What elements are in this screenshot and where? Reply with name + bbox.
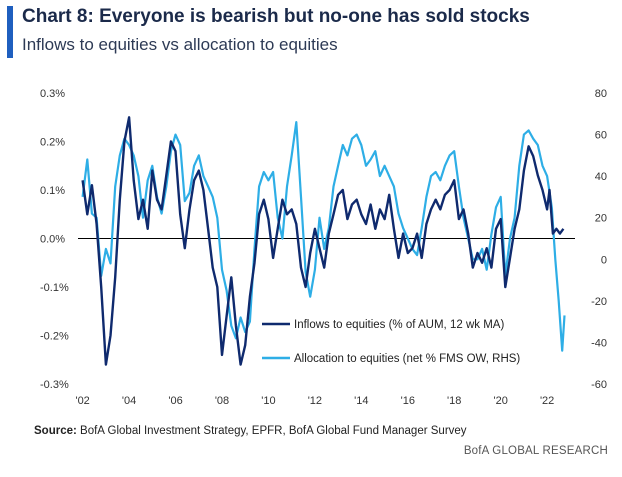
x-tick-label: '20	[494, 395, 508, 407]
x-tick-label: '02	[75, 395, 89, 407]
source-note: Source: BofA Global Investment Strategy,…	[34, 425, 467, 437]
x-tick-label: '10	[261, 395, 275, 407]
chart-title: Chart 8: Everyone is bearish but no-one …	[22, 6, 530, 27]
right-axis-ticks: 80 60 40 20 0 -20 -40 -60	[591, 88, 607, 391]
right-tick-label: 40	[595, 171, 607, 183]
title-accent-bar	[7, 6, 13, 58]
x-tick-label: '16	[401, 395, 415, 407]
right-tick-label: -40	[591, 337, 607, 349]
left-tick-label: 0.3%	[40, 88, 65, 100]
right-tick-label: -20	[591, 296, 607, 308]
legend-label: Allocation to equities (net % FMS OW, RH…	[294, 353, 520, 365]
series-layer	[81, 116, 566, 366]
legend-label: Inflows to equities (% of AUM, 12 wk MA)	[294, 319, 504, 331]
chart-subtitle: Inflows to equities vs allocation to equ…	[22, 35, 338, 54]
right-tick-label: 80	[595, 88, 607, 100]
x-tick-label: '08	[215, 395, 229, 407]
inflows-series-line	[81, 116, 565, 366]
left-axis-ticks: 0.3% 0.2% 0.1% 0.0% -0.1% -0.2% -0.3%	[40, 88, 69, 391]
left-tick-label: 0.0%	[40, 234, 65, 246]
source-text: BofA Global Investment Strategy, EPFR, B…	[80, 425, 467, 437]
allocation-series-line	[81, 121, 566, 352]
left-tick-label: 0.2%	[40, 137, 65, 149]
x-tick-label: '06	[168, 395, 182, 407]
x-tick-label: '14	[354, 395, 368, 407]
x-tick-label: '22	[540, 395, 554, 407]
research-credit: BofA GLOBAL RESEARCH	[463, 445, 608, 457]
right-tick-label: 20	[595, 213, 607, 225]
left-tick-label: -0.3%	[40, 379, 69, 391]
left-tick-label: -0.1%	[40, 282, 69, 294]
right-tick-label: 0	[601, 254, 607, 266]
left-tick-label: -0.2%	[40, 331, 69, 343]
x-tick-label: '18	[447, 395, 461, 407]
right-tick-label: 60	[595, 130, 607, 142]
right-tick-label: -60	[591, 379, 607, 391]
legend: Inflows to equities (% of AUM, 12 wk MA)…	[262, 319, 520, 365]
x-tick-label: '12	[308, 395, 322, 407]
x-axis-ticks: '02 '04 '06 '08 '10 '12 '14 '16 '18 '20 '22	[75, 395, 554, 407]
x-tick-label: '04	[122, 395, 136, 407]
left-tick-label: 0.1%	[40, 185, 65, 197]
source-label: Source:	[34, 425, 77, 437]
